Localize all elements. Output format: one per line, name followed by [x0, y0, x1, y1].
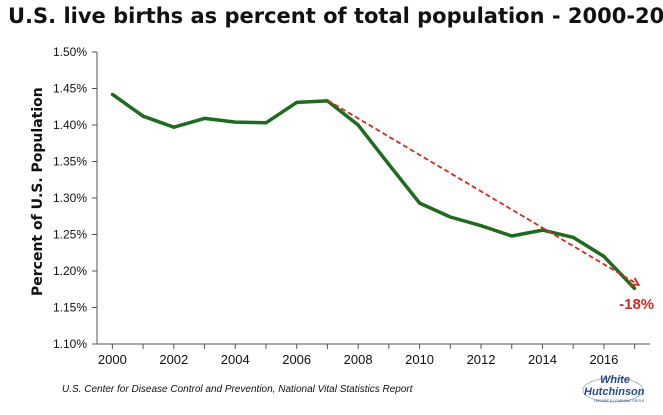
svg-text:White: White — [600, 374, 630, 386]
x-tick-label: 2004 — [221, 352, 250, 367]
svg-text:Hutchinson: Hutchinson — [584, 386, 644, 398]
y-tick-label: 1.30% — [53, 191, 87, 205]
y-tick-label: 1.50% — [53, 45, 87, 59]
y-tick-label: 1.40% — [53, 118, 87, 132]
trend-label: -18% — [619, 296, 654, 313]
y-tick-label: 1.25% — [53, 228, 87, 242]
x-tick-label: 2012 — [467, 352, 496, 367]
y-tick-label: 1.45% — [53, 82, 87, 96]
x-tick-label: 2016 — [589, 352, 618, 367]
data-point — [356, 123, 360, 127]
white-hutchinson-logo: White Hutchinson LEISURE & LEARNING GROU… — [582, 374, 644, 403]
svg-text:LEISURE & LEARNING GROUP: LEISURE & LEARNING GROUP — [594, 399, 644, 403]
data-point — [264, 121, 268, 125]
x-tick-label: 2010 — [405, 352, 434, 367]
data-point — [571, 235, 575, 240]
data-point — [417, 201, 422, 205]
data-point — [110, 92, 114, 96]
data-point — [202, 116, 207, 121]
series-line — [111, 92, 636, 290]
x-tick-label: 2014 — [528, 352, 557, 367]
data-point — [172, 125, 176, 129]
data-point — [387, 162, 391, 167]
trend-arrow-line — [326, 99, 640, 286]
chart-title: U.S. live births as percent of total pop… — [8, 4, 663, 28]
data-point — [633, 286, 637, 291]
data-point — [295, 100, 299, 104]
x-tick-label: 2002 — [159, 352, 188, 367]
y-tick-label: 1.15% — [53, 301, 87, 315]
source-note: U.S. Center for Disease Control and Prev… — [62, 384, 413, 395]
data-point — [510, 234, 514, 238]
y-tick-label: 1.10% — [53, 337, 87, 351]
y-tick-label: 1.35% — [53, 155, 87, 169]
x-tick-label: 2008 — [344, 352, 373, 367]
y-tick-label: 1.20% — [53, 264, 87, 278]
data-point — [448, 215, 452, 219]
x-tick-label: 2000 — [98, 352, 127, 367]
data-point — [479, 224, 483, 228]
data-point — [233, 120, 237, 124]
data-point — [141, 114, 145, 118]
x-tick-label: 2006 — [282, 352, 311, 367]
data-point — [602, 254, 606, 258]
trend-arrow-head — [630, 277, 641, 286]
